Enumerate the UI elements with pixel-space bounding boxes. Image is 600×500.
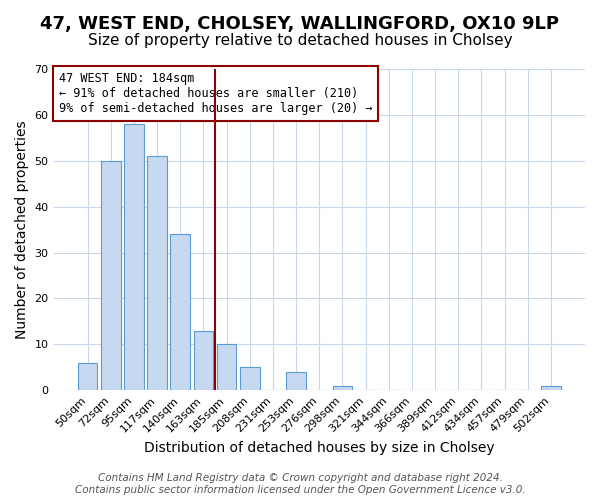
Y-axis label: Number of detached properties: Number of detached properties bbox=[15, 120, 29, 339]
X-axis label: Distribution of detached houses by size in Cholsey: Distribution of detached houses by size … bbox=[144, 441, 494, 455]
Bar bbox=[286, 372, 306, 390]
Text: Contains HM Land Registry data © Crown copyright and database right 2024.
Contai: Contains HM Land Registry data © Crown c… bbox=[74, 474, 526, 495]
Text: 47 WEST END: 184sqm
← 91% of detached houses are smaller (210)
9% of semi-detach: 47 WEST END: 184sqm ← 91% of detached ho… bbox=[59, 72, 373, 115]
Bar bbox=[170, 234, 190, 390]
Bar bbox=[217, 344, 236, 390]
Bar bbox=[101, 161, 121, 390]
Bar bbox=[194, 330, 213, 390]
Text: Size of property relative to detached houses in Cholsey: Size of property relative to detached ho… bbox=[88, 32, 512, 48]
Bar bbox=[332, 386, 352, 390]
Bar bbox=[77, 362, 97, 390]
Bar bbox=[541, 386, 561, 390]
Text: 47, WEST END, CHOLSEY, WALLINGFORD, OX10 9LP: 47, WEST END, CHOLSEY, WALLINGFORD, OX10… bbox=[41, 15, 560, 33]
Bar bbox=[124, 124, 144, 390]
Bar bbox=[240, 368, 260, 390]
Bar bbox=[147, 156, 167, 390]
